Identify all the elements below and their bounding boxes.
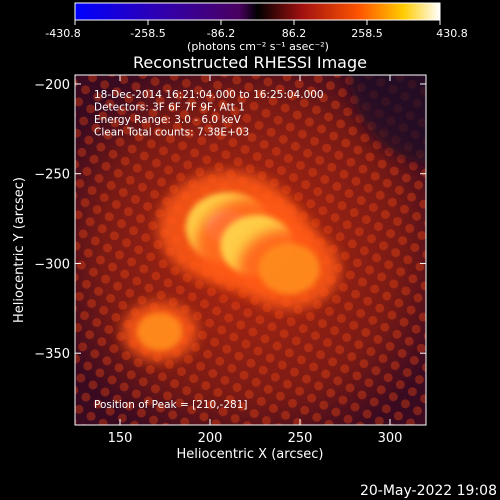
colorbar-tick-label: 430.8 — [436, 27, 468, 40]
timestamp: 20-May-2022 19:08 — [360, 483, 497, 499]
colorbar-tick-label: 86.2 — [282, 27, 307, 40]
x-tick-label: 250 — [288, 431, 313, 446]
y-axis: −200 −250 −300 −350 — [34, 78, 426, 362]
x-tick-label: 150 — [108, 431, 133, 446]
colorbar-tick-label: -86.2 — [207, 27, 235, 40]
x-tick-label: 200 — [198, 431, 223, 446]
emission-source — [258, 243, 320, 295]
dark-region — [350, 75, 426, 164]
y-tick-label: −350 — [34, 347, 70, 362]
x-axis-label: Heliocentric X (arcsec) — [177, 447, 324, 462]
annotation-block: 18-Dec-2014 16:21:04.000 to 16:25:04.000… — [94, 89, 324, 139]
chart-title: Reconstructed RHESSI Image — [133, 53, 367, 72]
colorbar-ticks: -430.8 -258.5 -86.2 86.2 258.5 430.8 — [45, 20, 468, 40]
colorbar-tick-label: -430.8 — [45, 27, 80, 40]
plot-frame — [74, 74, 427, 426]
colorbar-unit-label: (photons cm⁻² s⁻¹ asec⁻²) — [187, 40, 329, 53]
annotation-line: Clean Total counts: 7.38E+03 — [94, 127, 249, 139]
y-tick-label: −300 — [34, 257, 70, 272]
y-tick-label: −200 — [34, 78, 70, 93]
colorbar — [74, 2, 441, 21]
annotation-line: Detectors: 3F 6F 7F 9F, Att 1 — [94, 102, 245, 114]
colorbar-tick-label: -258.5 — [130, 27, 165, 40]
y-axis-label: Heliocentric Y (arcsec) — [12, 177, 27, 323]
annotation-line: Energy Range: 3.0 - 6.0 keV — [94, 114, 242, 126]
annotation-line: 18-Dec-2014 16:21:04.000 to 16:25:04.000 — [94, 89, 324, 101]
emission-source — [136, 312, 183, 351]
y-tick-label: −250 — [34, 168, 70, 183]
colorbar-tick-label: 258.5 — [351, 27, 383, 40]
image-area — [75, 75, 426, 425]
peak-position-label: Position of Peak = [210,-281] — [94, 399, 248, 411]
x-tick-label: 300 — [378, 431, 403, 446]
x-axis: 150 200 250 300 — [108, 75, 403, 446]
